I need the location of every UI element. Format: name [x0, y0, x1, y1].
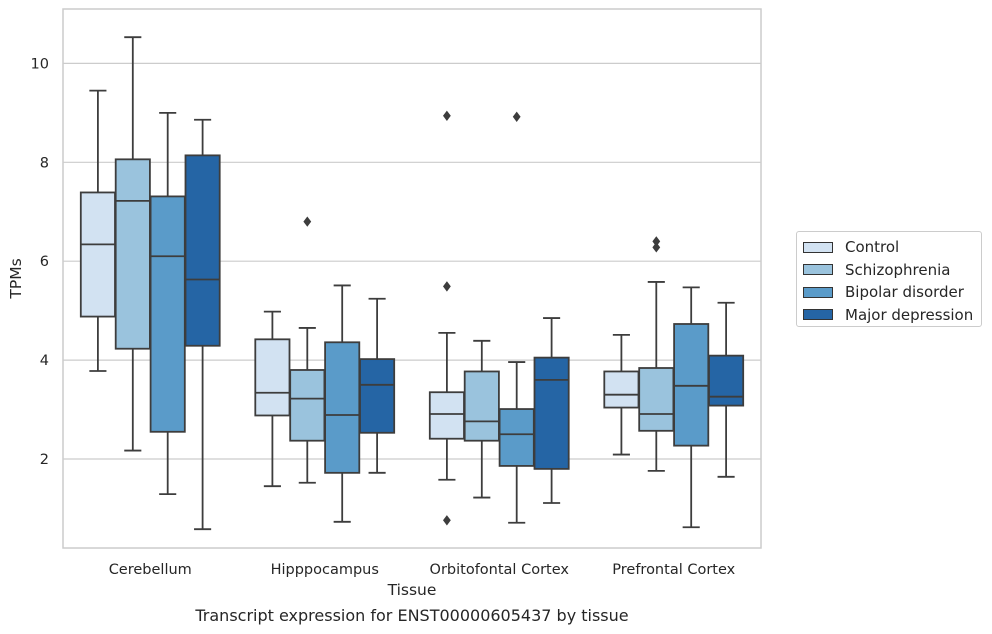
- box: [463, 370, 500, 442]
- box-group: [324, 284, 361, 523]
- box-group: [289, 216, 326, 484]
- outlier-point: [652, 236, 661, 247]
- legend-swatch: [803, 264, 833, 276]
- box-group: [498, 111, 535, 524]
- legend: Control Schizophrenia Bipolar disorder M…: [796, 231, 982, 327]
- legend-swatch: [803, 241, 833, 253]
- box-group: [603, 333, 640, 456]
- box-group: [149, 111, 186, 496]
- legend-item-major-depression: Major depression: [803, 304, 981, 327]
- box: [184, 154, 221, 347]
- box: [149, 195, 186, 433]
- box: [359, 358, 396, 434]
- x-tick-label: Orbitofontal Cortex: [430, 562, 570, 578]
- box-group: [359, 297, 396, 474]
- box: [533, 356, 570, 470]
- box-group: [254, 310, 291, 488]
- x-tick-label: Prefrontal Cortex: [612, 562, 735, 578]
- y-tick-label: 6: [40, 254, 49, 270]
- y-tick-labels: 2 4 6 8 10: [31, 56, 49, 468]
- y-tick-label: 10: [31, 56, 49, 72]
- boxes: [79, 36, 745, 531]
- outlier-point: [442, 281, 451, 292]
- box-group: [184, 118, 221, 531]
- box-group: [463, 339, 500, 499]
- legend-label: Control: [845, 238, 900, 257]
- x-tick-label: Cerebellum: [109, 562, 192, 578]
- y-tick-label: 8: [40, 155, 49, 171]
- box: [79, 191, 116, 318]
- box-group: [114, 36, 151, 452]
- box: [673, 323, 710, 447]
- box-group: [673, 286, 710, 529]
- outlier-point: [512, 111, 521, 122]
- y-tick-label: 4: [40, 353, 49, 369]
- box: [289, 369, 326, 442]
- legend-label: Schizophrenia: [845, 260, 951, 279]
- outlier-point: [652, 242, 661, 253]
- legend-swatch: [803, 309, 833, 321]
- box: [603, 370, 640, 409]
- box-group: [533, 317, 570, 504]
- y-axis-label: TPMs: [7, 258, 25, 299]
- x-tick-label: Hipppocampus: [271, 562, 379, 578]
- chart-caption: Transcript expression for ENST0000060543…: [195, 606, 629, 625]
- legend-label: Bipolar disorder: [845, 283, 964, 302]
- box: [708, 354, 745, 407]
- plot-frame: [62, 8, 762, 549]
- box-group: [708, 301, 745, 478]
- legend-item-schizophrenia: Schizophrenia: [803, 259, 981, 282]
- box: [254, 338, 291, 417]
- outlier-point: [303, 216, 312, 227]
- legend-item-bipolar-disorder: Bipolar disorder: [803, 281, 981, 304]
- box: [324, 341, 361, 474]
- legend-swatch: [803, 286, 833, 298]
- legend-label: Major depression: [845, 305, 974, 324]
- x-tick-labels: Cerebellum Hipppocampus Orbitofontal Corte…: [109, 562, 736, 578]
- box-group: [638, 236, 675, 472]
- box-group: [79, 89, 116, 372]
- box: [498, 408, 535, 467]
- box: [428, 391, 465, 440]
- x-axis-label: Tissue: [387, 581, 437, 599]
- legend-item-control: Control: [803, 236, 981, 259]
- outlier-point: [442, 515, 451, 526]
- box-group: [428, 110, 465, 526]
- y-tick-label: 2: [40, 452, 49, 468]
- outlier-point: [442, 110, 451, 121]
- box: [638, 367, 675, 432]
- box: [114, 158, 151, 350]
